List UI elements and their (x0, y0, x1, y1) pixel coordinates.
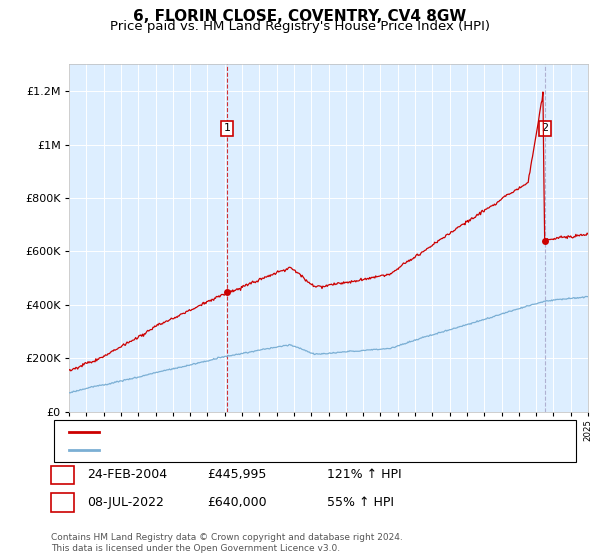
Text: 1: 1 (224, 124, 230, 133)
Text: 55% ↑ HPI: 55% ↑ HPI (327, 496, 394, 509)
Text: HPI: Average price, detached house, Coventry: HPI: Average price, detached house, Cove… (108, 445, 360, 455)
Text: Price paid vs. HM Land Registry's House Price Index (HPI): Price paid vs. HM Land Registry's House … (110, 20, 490, 33)
Text: 121% ↑ HPI: 121% ↑ HPI (327, 468, 401, 482)
Text: 08-JUL-2022: 08-JUL-2022 (87, 496, 164, 509)
Text: 6, FLORIN CLOSE, COVENTRY, CV4 8GW (detached house): 6, FLORIN CLOSE, COVENTRY, CV4 8GW (deta… (108, 427, 425, 437)
Text: £445,995: £445,995 (207, 468, 266, 482)
Text: £640,000: £640,000 (207, 496, 266, 509)
Text: Contains HM Land Registry data © Crown copyright and database right 2024.
This d: Contains HM Land Registry data © Crown c… (51, 533, 403, 553)
Text: 1: 1 (58, 468, 67, 482)
Text: 6, FLORIN CLOSE, COVENTRY, CV4 8GW: 6, FLORIN CLOSE, COVENTRY, CV4 8GW (133, 9, 467, 24)
Text: 24-FEB-2004: 24-FEB-2004 (87, 468, 167, 482)
Text: 2: 2 (58, 496, 67, 509)
Text: 2: 2 (542, 124, 548, 133)
